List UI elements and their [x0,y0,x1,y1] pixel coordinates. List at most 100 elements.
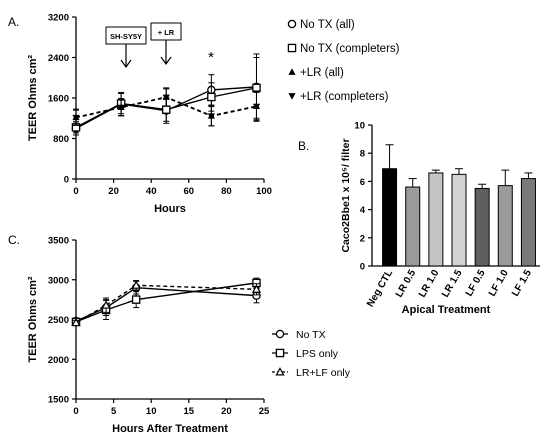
x-axis-title: Apical Treatment [402,304,491,316]
annotation-sh-sy5y-text: SH-SY5Y [110,32,142,41]
y-tick-label: 8 [360,149,365,160]
series-lps-only [71,277,261,327]
x-tick-label: LF 1.0 [487,268,511,299]
x-tick-label: 15 [184,406,195,417]
x-tick-label: 5 [111,406,117,417]
legend-item: No TX (all) [287,19,355,31]
y-tick-label: 3200 [48,13,69,24]
legend-label: No TX (all) [300,19,355,31]
y-tick-label: 0 [64,175,69,186]
legend-label: LR+LF only [296,367,351,379]
x-tick-label: 20 [221,406,232,417]
bar [382,168,398,267]
arrow-down-icon [120,59,132,69]
bar [497,185,513,267]
panel-label-a: A. [8,15,19,29]
panel-c-legend: No TX LPS only LR+LF only [272,329,351,379]
data-point [207,113,215,120]
data-point [72,114,80,122]
y-axis-title: TEER Ohms cm² [27,55,39,142]
x-tick-label: 100 [256,186,272,197]
x-tick-label: 0 [73,406,78,417]
x-tick-label: 10 [146,406,157,417]
x-tick-label: LR 1.5 [440,268,465,300]
panel-a-legend: No TX (all) No TX (completers) +LR (all) +L… [287,19,400,103]
series--lr-completers- [72,88,261,127]
legend-label: LPS only [296,348,339,360]
series-line [75,284,257,324]
x-tick-label: 80 [221,186,232,197]
legend-item: No TX (completers) [287,43,400,55]
significance-asterisk: * [208,49,214,66]
series-line [75,282,257,323]
y-tick-label: 1600 [48,94,69,105]
panel-label-c: C. [8,233,20,247]
y-tick-label: 0 [360,262,365,273]
x-tick-label: 60 [184,186,195,197]
x-tick-label: 20 [108,186,119,197]
y-axis-title: TEER Ohms cm² [27,276,39,363]
y-tick-label: 800 [53,134,69,145]
data-point [252,103,261,111]
legend-marker [288,93,296,100]
bar [451,173,467,267]
x-tick-label: 0 [73,186,78,197]
y-tick-label: 2000 [48,355,69,366]
x-tick-label: LF 0.5 [464,268,488,299]
panel-label-b: B. [298,139,309,153]
annotation-plus-lr: + LR [150,22,182,66]
y-tick-label: 10 [354,121,365,132]
y-tick-label: 3500 [48,236,69,247]
y-axis-title: Caco2Bbe1 x 10⁵/ filter [340,138,352,252]
x-axis-title: Hours After Treatment [112,423,228,435]
legend-marker [287,43,297,53]
panel-a-series [71,53,261,136]
x-tick-label: 25 [259,406,270,417]
series-no-tx [71,280,261,326]
bar [405,186,421,267]
y-tick-label: 2500 [48,315,69,326]
bar [428,172,444,267]
legend-label: +LR (completers) [300,91,389,103]
panel-c-axes: 1500 2000 2500 3000 3500 0 5 10 15 20 25 Hours Afte… [27,236,270,436]
x-axis-title: Hours [154,203,186,215]
annotation-plus-lr-text: + LR [158,28,175,37]
y-tick-label: 2 [360,233,365,244]
legend-item: No TX [272,329,326,341]
legend-item: LR+LF only [272,367,351,379]
legend-marker [275,367,285,376]
x-tick-label: 40 [146,186,157,197]
bar [520,178,536,267]
y-tick-label: 2400 [48,53,69,64]
data-point [251,284,262,293]
data-point [252,83,261,93]
arrow-down-icon [160,56,172,66]
legend-item: LPS only [272,348,339,360]
annotation-sh-sy5y: SH-SY5Y [105,26,147,69]
x-tick-label: LF 1.5 [510,268,534,299]
series-lr-lf-only [71,280,262,327]
data-point [162,94,170,102]
panel-c-series [71,277,262,327]
data-point [101,300,111,309]
legend-label: +LR (all) [300,67,344,79]
legend-item: +LR (all) [288,67,344,79]
y-tick-label: 4 [360,205,366,216]
y-tick-label: 6 [360,177,365,188]
y-tick-label: 3000 [48,275,69,286]
legend-item: +LR (completers) [288,91,389,103]
bar [474,187,490,267]
legend-marker [288,68,296,75]
series-line [75,286,257,322]
data-point [117,104,125,112]
x-tick-label: LR 0.5 [394,268,419,300]
data-point [131,280,141,289]
legend-marker [275,329,285,339]
data-point [207,92,216,102]
y-tick-label: 1500 [48,395,69,406]
x-tick-label: Neg CTL [365,268,395,309]
data-point [131,295,141,304]
